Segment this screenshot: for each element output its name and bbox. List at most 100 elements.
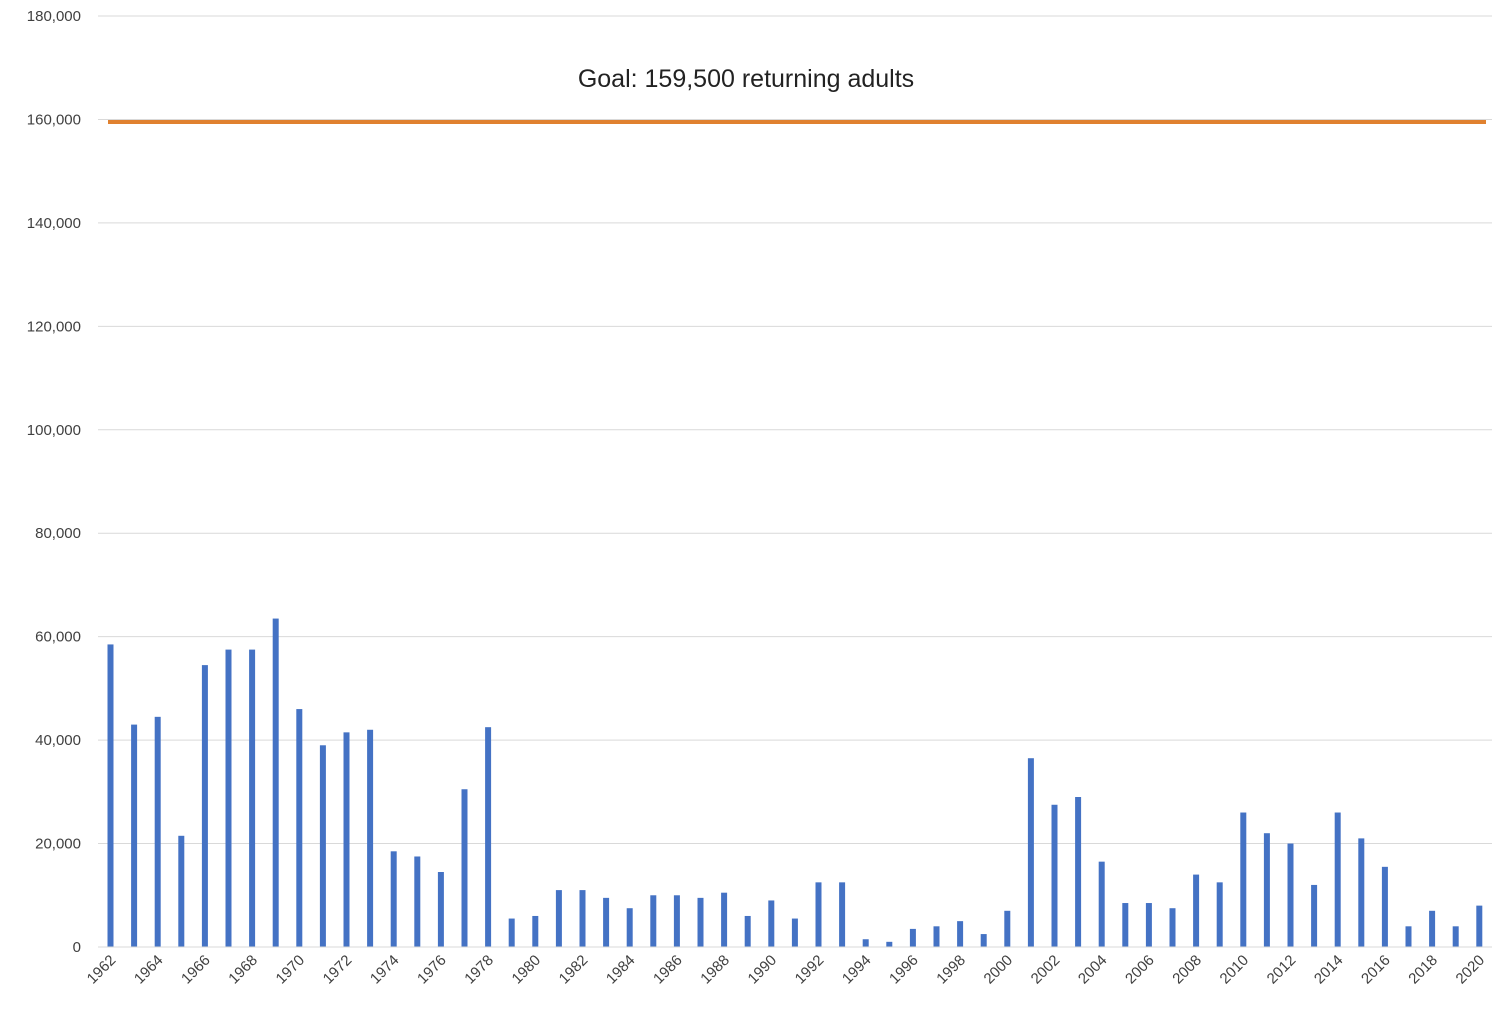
bar-2019 [1452,926,1459,947]
y-tick-label: 180,000 [27,8,81,25]
x-axis-tick-labels: 1962 1964 1966 1968 1970 1972 1974 1976 1978 1980… [84,952,1488,988]
bars [107,618,1483,947]
bar-1970 [296,709,303,947]
bar-1969 [272,618,279,947]
x-tick-label: 1998 [933,952,969,988]
bar-1976 [437,872,444,947]
x-tick-label: 1962 [84,952,120,988]
bar-1993 [839,882,846,947]
x-tick-label: 2018 [1405,952,1441,988]
bar-1981 [555,890,562,947]
bar-2000 [1004,910,1011,947]
y-tick-label: 20,000 [35,836,81,853]
bar-1975 [414,856,421,947]
x-tick-label: 1968 [225,952,261,988]
bar-2013 [1311,884,1318,947]
x-tick-label: 2010 [1217,952,1253,988]
bar-2006 [1145,903,1152,947]
bar-1966 [201,665,208,947]
bar-1979 [508,918,515,947]
y-tick-label: 160,000 [27,111,81,128]
bar-1982 [579,890,586,947]
bar-1971 [319,745,326,947]
x-tick-label: 2016 [1358,952,1394,988]
bar-1985 [650,895,657,947]
bar-1991 [791,918,798,947]
y-tick-label: 120,000 [27,318,81,335]
x-tick-label: 1978 [461,952,497,988]
x-tick-label: 1984 [603,952,639,988]
bar-2001 [1027,758,1034,947]
bar-1983 [603,897,610,947]
bar-2015 [1358,838,1365,947]
bar-1980 [532,915,539,947]
bar-1965 [178,835,185,947]
bar-1963 [131,724,138,947]
bar-2008 [1193,874,1200,947]
x-tick-label: 2002 [1028,952,1064,988]
bar-1992 [815,882,822,947]
bar-1994 [862,939,869,947]
x-tick-label: 2008 [1169,952,1205,988]
bar-2002 [1051,804,1058,947]
bar-2018 [1429,910,1436,947]
bar-2011 [1263,833,1270,947]
bar-1974 [390,851,397,947]
x-tick-label: 2006 [1122,952,1158,988]
bar-1990 [768,900,775,947]
bar-1995 [886,941,893,947]
bar-1996 [909,928,916,947]
bar-2009 [1216,882,1223,947]
y-tick-label: 140,000 [27,215,81,232]
bar-1997 [933,926,940,947]
bar-2012 [1287,843,1294,947]
y-tick-label: 0 [73,939,81,956]
x-tick-label: 1994 [839,952,875,988]
bar-2004 [1098,861,1105,947]
y-tick-label: 60,000 [35,629,81,646]
bar-1986 [673,895,680,947]
bar-2014 [1334,812,1341,947]
x-tick-label: 1996 [886,952,922,988]
bar-1987 [697,897,704,947]
bar-2010 [1240,812,1247,947]
y-tick-label: 40,000 [35,732,81,749]
bar-1972 [343,732,350,947]
bar-1984 [626,908,633,947]
goal-label: Goal: 159,500 returning adults [578,65,914,93]
y-gridlines [98,15,1492,845]
x-tick-label: 1972 [320,952,356,988]
bar-2017 [1405,926,1412,947]
bar-2007 [1169,908,1176,947]
x-tick-label: 2012 [1264,952,1300,988]
bar-1973 [367,729,374,947]
x-tick-label: 1986 [650,952,686,988]
bar-1964 [154,716,161,947]
bar-2005 [1122,903,1129,947]
x-tick-label: 2004 [1075,952,1111,988]
x-tick-label: 1988 [697,952,733,988]
bar-1967 [225,649,232,947]
x-tick-label: 1982 [556,952,592,988]
bar-1962 [107,644,114,947]
bar-1978 [485,727,492,947]
bar-1968 [249,649,256,947]
bar-2003 [1075,797,1082,947]
x-tick-label: 1976 [414,952,450,988]
bar-2020 [1476,905,1483,947]
x-tick-label: 1970 [273,952,309,988]
x-tick-label: 2000 [981,952,1017,988]
bar-2016 [1381,866,1388,947]
x-tick-label: 1980 [509,952,545,988]
bar-1988 [721,892,728,947]
x-tick-label: 2020 [1453,952,1489,988]
y-tick-label: 80,000 [35,525,81,542]
x-tick-label: 1990 [745,952,781,988]
bar-1989 [744,915,751,947]
x-tick-label: 1964 [131,952,167,988]
x-tick-label: 1992 [792,952,828,988]
bar-1977 [461,789,468,947]
x-tick-label: 2014 [1311,952,1347,988]
y-tick-label: 100,000 [27,422,81,439]
